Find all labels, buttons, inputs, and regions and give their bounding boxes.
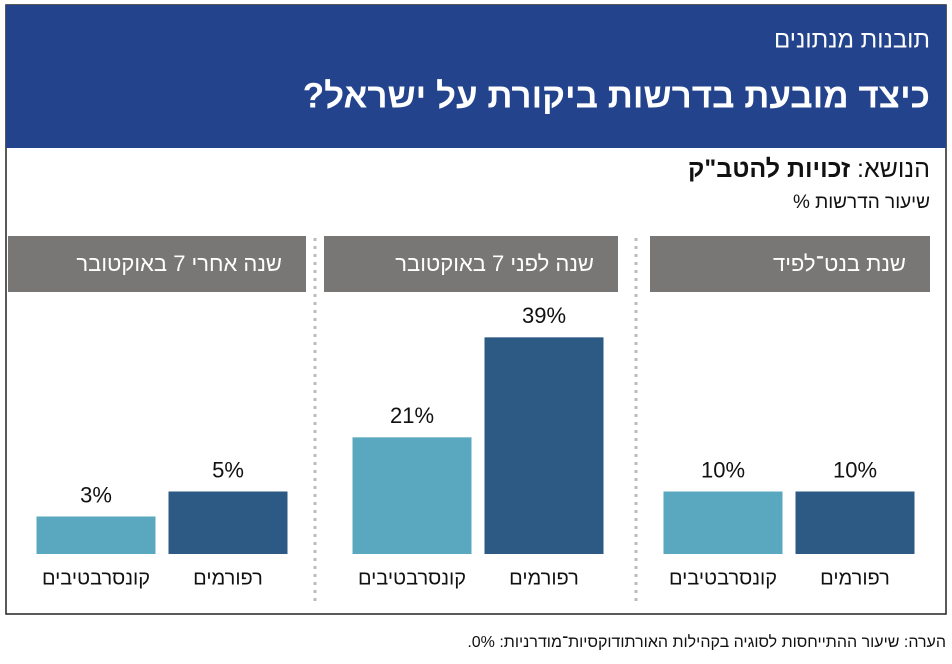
value-label: 3% <box>80 482 112 507</box>
panel-title: שנת בנט־לפיד <box>773 251 906 276</box>
note: הערה: שיעור ההתייחסות לסוגיה בקהילות האו… <box>467 633 946 651</box>
bar <box>36 516 156 554</box>
header-band <box>6 5 946 148</box>
category-label: רפורמים <box>509 567 579 589</box>
panel-header <box>650 236 930 292</box>
panel-header <box>8 236 306 292</box>
category-label: רפורמים <box>820 567 890 589</box>
panel-title: שנה לפני 7 באוקטובר <box>395 251 594 276</box>
bar <box>795 491 915 554</box>
title: כיצד מובעת בדרשות ביקורת על ישראל? <box>303 76 930 115</box>
value-label: 10% <box>833 457 877 482</box>
category-label: קונסרבטיבים <box>42 567 150 589</box>
panel-title: שנה אחרי 7 באוקטובר <box>76 251 282 276</box>
bar <box>352 437 472 554</box>
subtitle: שיעור הדרשות % <box>793 192 930 213</box>
category-label: קונסרבטיבים <box>669 567 777 589</box>
category-label: רפורמים <box>193 567 263 589</box>
bar <box>663 491 783 554</box>
value-label: 5% <box>212 457 244 482</box>
bar <box>484 337 604 554</box>
topic-label: הנושא: <box>850 155 930 183</box>
category-label: קונסרבטיבים <box>358 567 466 589</box>
value-label: 21% <box>390 403 434 428</box>
bar <box>168 491 288 554</box>
panel-header <box>324 236 618 292</box>
value-label: 39% <box>522 303 566 328</box>
topic: הנושא: זכויות להטב"ק <box>688 155 930 183</box>
value-label: 10% <box>701 457 745 482</box>
kicker: תובנות מנתונים <box>774 26 930 53</box>
topic-value: זכויות להטב"ק <box>688 155 850 183</box>
